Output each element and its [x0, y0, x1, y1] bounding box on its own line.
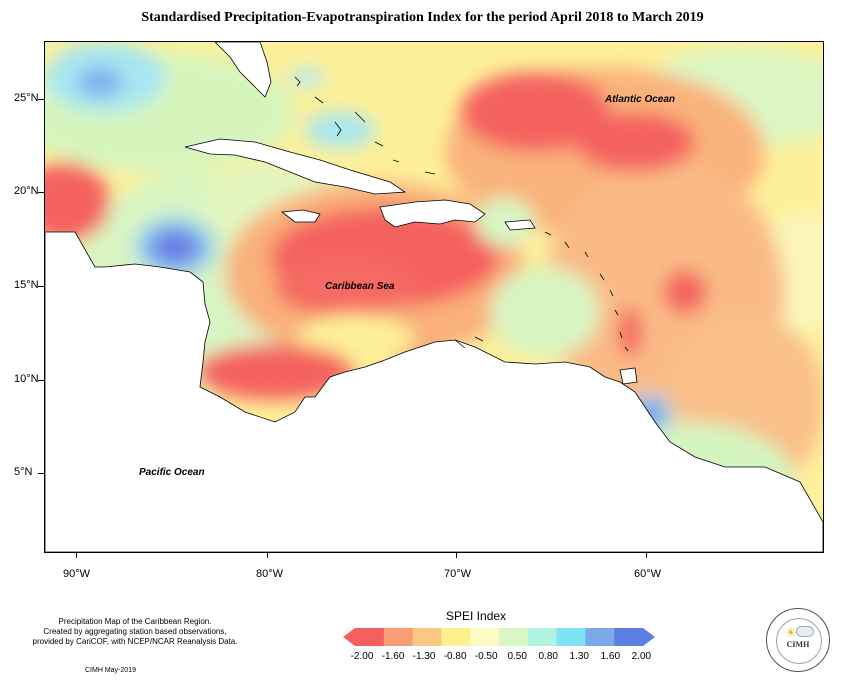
lat-label-10n: 10°N	[14, 373, 39, 385]
lat-tick	[38, 473, 44, 474]
legend-arrow-right	[643, 628, 655, 646]
legend-swatch	[527, 628, 558, 646]
lat-label-25n: 25°N	[14, 92, 39, 104]
lon-label-80w: 80°W	[256, 568, 284, 580]
map-title: Standardised Precipitation-Evapotranspir…	[141, 10, 704, 25]
legend-tick-label: -0.80	[443, 651, 467, 662]
legend-title: SPEI Index	[446, 609, 507, 623]
lat-label-20n: 20°N	[14, 185, 39, 197]
legend-swatch	[470, 628, 500, 646]
lon-tick	[646, 552, 647, 558]
lat-tick	[38, 286, 44, 287]
label-atlantic-ocean: Atlantic Ocean	[605, 94, 676, 105]
cimh-logo: ☀ CIMH	[766, 608, 830, 672]
cloud-icon	[796, 626, 814, 637]
lon-label-60w: 60°W	[634, 568, 662, 580]
lat-label-5n: 5°N	[14, 466, 33, 478]
lat-tick	[38, 192, 44, 193]
legend-tick-label: -1.60	[381, 651, 405, 662]
label-pacific-ocean: Pacific Ocean	[139, 467, 205, 478]
label-caribbean-sea: Caribbean Sea	[325, 281, 395, 292]
legend-swatch	[499, 628, 529, 646]
credit-line-1: Precipitation Map of the Caribbean Regio…	[58, 617, 212, 626]
legend-tick-labels: -2.00 -1.60 -1.30 -0.80 -0.50 0.50 0.80 1.30 1.6…	[350, 651, 652, 665]
credit-line-2: Created by aggregating station based obs…	[43, 627, 227, 636]
lon-tick	[76, 552, 77, 558]
legend-swatch	[585, 628, 615, 646]
legend-swatch	[556, 628, 586, 646]
credit-line-3: provided by CariCOF, with NCEP/NCAR Rean…	[32, 637, 238, 646]
legend-swatch	[355, 628, 385, 646]
legend-swatch	[614, 628, 644, 646]
lat-tick	[38, 99, 44, 100]
legend-tick-label: 1.30	[569, 651, 589, 662]
logo-name: CIMH	[786, 640, 810, 649]
legend-colorbar	[343, 628, 655, 646]
logo-ring	[776, 618, 822, 664]
small-islands	[294, 76, 629, 352]
credit-date: CIMH May-2019	[85, 667, 136, 674]
lon-label-70w: 70°W	[444, 568, 472, 580]
legend-tick-label: 0.80	[538, 651, 558, 662]
legend-tick-label: -0.50	[474, 651, 498, 662]
legend-tick-label: -1.30	[412, 651, 436, 662]
spei-map	[44, 41, 824, 553]
map-credit: Precipitation Map of the Caribbean Regio…	[20, 617, 250, 647]
legend-tick-label: -2.00	[350, 651, 374, 662]
legend-tick-label: 1.60	[600, 651, 621, 662]
lat-tick	[38, 380, 44, 381]
spei-map-canvas	[45, 42, 823, 552]
lat-label-15n: 15°N	[14, 279, 39, 291]
lon-tick	[456, 552, 457, 558]
legend-swatch	[412, 628, 442, 646]
legend-swatch	[383, 628, 414, 646]
lon-tick	[267, 552, 268, 558]
sun-icon: ☀	[785, 625, 797, 640]
legend-swatch	[441, 628, 471, 646]
legend-tick-label: 2.00	[631, 651, 652, 662]
land-masses	[45, 42, 823, 552]
legend-arrow-left	[343, 628, 355, 646]
legend-tick-label: 0.50	[507, 651, 527, 662]
lon-label-90w: 90°W	[63, 568, 91, 580]
